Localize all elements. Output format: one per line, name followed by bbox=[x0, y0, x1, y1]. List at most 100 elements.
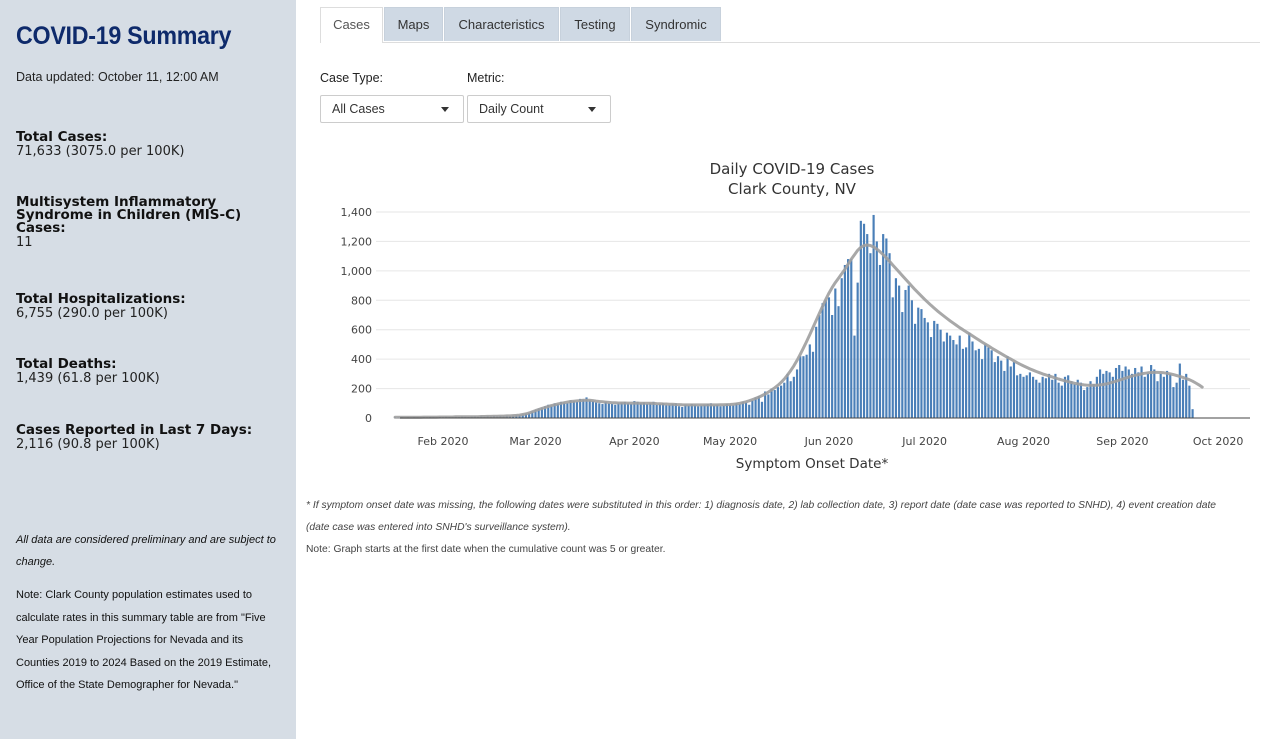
bar bbox=[668, 404, 671, 418]
bar bbox=[847, 259, 850, 418]
tab-cases[interactable]: Cases bbox=[320, 7, 383, 43]
bar bbox=[872, 214, 875, 418]
bar bbox=[585, 397, 588, 418]
bar bbox=[684, 404, 687, 418]
summary-sidebar: COVID-19 Summary Data updated: October 1… bbox=[0, 0, 296, 739]
bar bbox=[783, 382, 786, 418]
bar bbox=[626, 403, 630, 418]
bar bbox=[1012, 362, 1016, 418]
bar bbox=[617, 403, 620, 418]
bar bbox=[601, 404, 604, 418]
bar bbox=[811, 351, 815, 418]
bar bbox=[1181, 379, 1185, 418]
bar bbox=[933, 320, 936, 418]
bar bbox=[1143, 376, 1146, 418]
bar bbox=[531, 411, 534, 418]
bar bbox=[965, 347, 968, 418]
bar bbox=[952, 340, 955, 418]
x-tick-label: Apr 2020 bbox=[609, 435, 660, 448]
bar bbox=[923, 317, 926, 418]
tab-testing[interactable]: Testing bbox=[560, 7, 630, 41]
y-tick-label: 600 bbox=[351, 324, 372, 337]
bar bbox=[901, 312, 904, 418]
bar bbox=[534, 409, 537, 418]
x-tick-label: Mar 2020 bbox=[509, 435, 561, 448]
bar bbox=[866, 234, 869, 418]
bar bbox=[843, 264, 846, 418]
bar bbox=[655, 404, 658, 418]
bar bbox=[1003, 370, 1006, 418]
bar bbox=[1019, 373, 1022, 418]
bar bbox=[738, 404, 741, 418]
bar bbox=[776, 387, 779, 418]
x-tick-label: Jul 2020 bbox=[901, 435, 947, 448]
bar bbox=[780, 385, 783, 418]
chart-title: Daily COVID-19 Cases bbox=[710, 160, 875, 178]
bar bbox=[1006, 356, 1009, 418]
bar bbox=[642, 402, 646, 418]
bar bbox=[1118, 365, 1121, 418]
bar bbox=[907, 285, 910, 418]
tab-syndromic[interactable]: Syndromic bbox=[631, 7, 721, 41]
bar bbox=[1185, 373, 1188, 418]
bar bbox=[926, 322, 929, 418]
bar bbox=[1041, 376, 1044, 418]
bar bbox=[709, 403, 713, 418]
y-tick-label: 400 bbox=[351, 353, 372, 366]
stat-total-cases: Total Cases: 71,633 (3075.0 per 100K) bbox=[16, 130, 286, 159]
symptom-onset-footnote: * If symptom onset date was missing, the… bbox=[306, 500, 1217, 533]
tab-characteristics[interactable]: Characteristics bbox=[444, 7, 559, 41]
tab-maps[interactable]: Maps bbox=[384, 7, 443, 41]
stat-label: Multisystem Inflammatory Syndrome in Chi… bbox=[16, 194, 242, 236]
bar bbox=[661, 403, 665, 418]
bar bbox=[987, 347, 990, 418]
case-type-dropdown[interactable]: All Cases bbox=[320, 95, 464, 123]
bar bbox=[929, 337, 933, 418]
bar bbox=[1076, 379, 1079, 418]
bar bbox=[1044, 378, 1047, 418]
bar bbox=[869, 253, 872, 418]
bar bbox=[1159, 373, 1162, 418]
bar bbox=[687, 405, 690, 418]
bar bbox=[537, 408, 540, 418]
bar bbox=[728, 404, 732, 418]
bar bbox=[569, 400, 572, 418]
bar bbox=[1175, 382, 1178, 418]
stat-label: Total Deaths: bbox=[16, 356, 117, 372]
bar bbox=[595, 402, 598, 418]
data-updated-text: Data updated: October 11, 12:00 AM bbox=[16, 70, 219, 84]
bar bbox=[1083, 390, 1086, 418]
bar bbox=[837, 306, 840, 418]
bar bbox=[885, 238, 888, 418]
bar bbox=[1000, 360, 1003, 418]
bar bbox=[754, 397, 757, 418]
bar bbox=[1022, 376, 1025, 418]
bar bbox=[984, 344, 987, 418]
bar bbox=[697, 406, 700, 418]
y-tick-label: 1,400 bbox=[341, 206, 373, 219]
case-type-value: All Cases bbox=[332, 102, 385, 116]
bar bbox=[1108, 372, 1111, 418]
bar bbox=[792, 376, 795, 418]
bar bbox=[1032, 376, 1035, 418]
bar bbox=[971, 341, 974, 418]
case-type-label: Case Type: bbox=[320, 71, 384, 85]
bar bbox=[706, 404, 709, 418]
bar bbox=[1038, 382, 1041, 418]
graph-start-note: Note: Graph starts at the first date whe… bbox=[306, 544, 666, 555]
bar bbox=[840, 278, 843, 418]
bar bbox=[757, 395, 760, 418]
bar bbox=[1114, 367, 1118, 418]
bar bbox=[786, 373, 789, 418]
stat-mis-c: Multisystem Inflammatory Syndrome in Chi… bbox=[16, 194, 256, 250]
tab-bar: Cases Maps Characteristics Testing Syndr… bbox=[320, 7, 1260, 43]
bar bbox=[980, 359, 984, 418]
metric-dropdown[interactable]: Daily Count bbox=[467, 95, 611, 123]
bar bbox=[1169, 373, 1172, 418]
bar bbox=[744, 402, 748, 418]
bar bbox=[808, 344, 811, 418]
bar bbox=[1051, 379, 1054, 418]
bar bbox=[799, 356, 802, 418]
bar bbox=[559, 401, 563, 418]
bar bbox=[658, 404, 661, 418]
